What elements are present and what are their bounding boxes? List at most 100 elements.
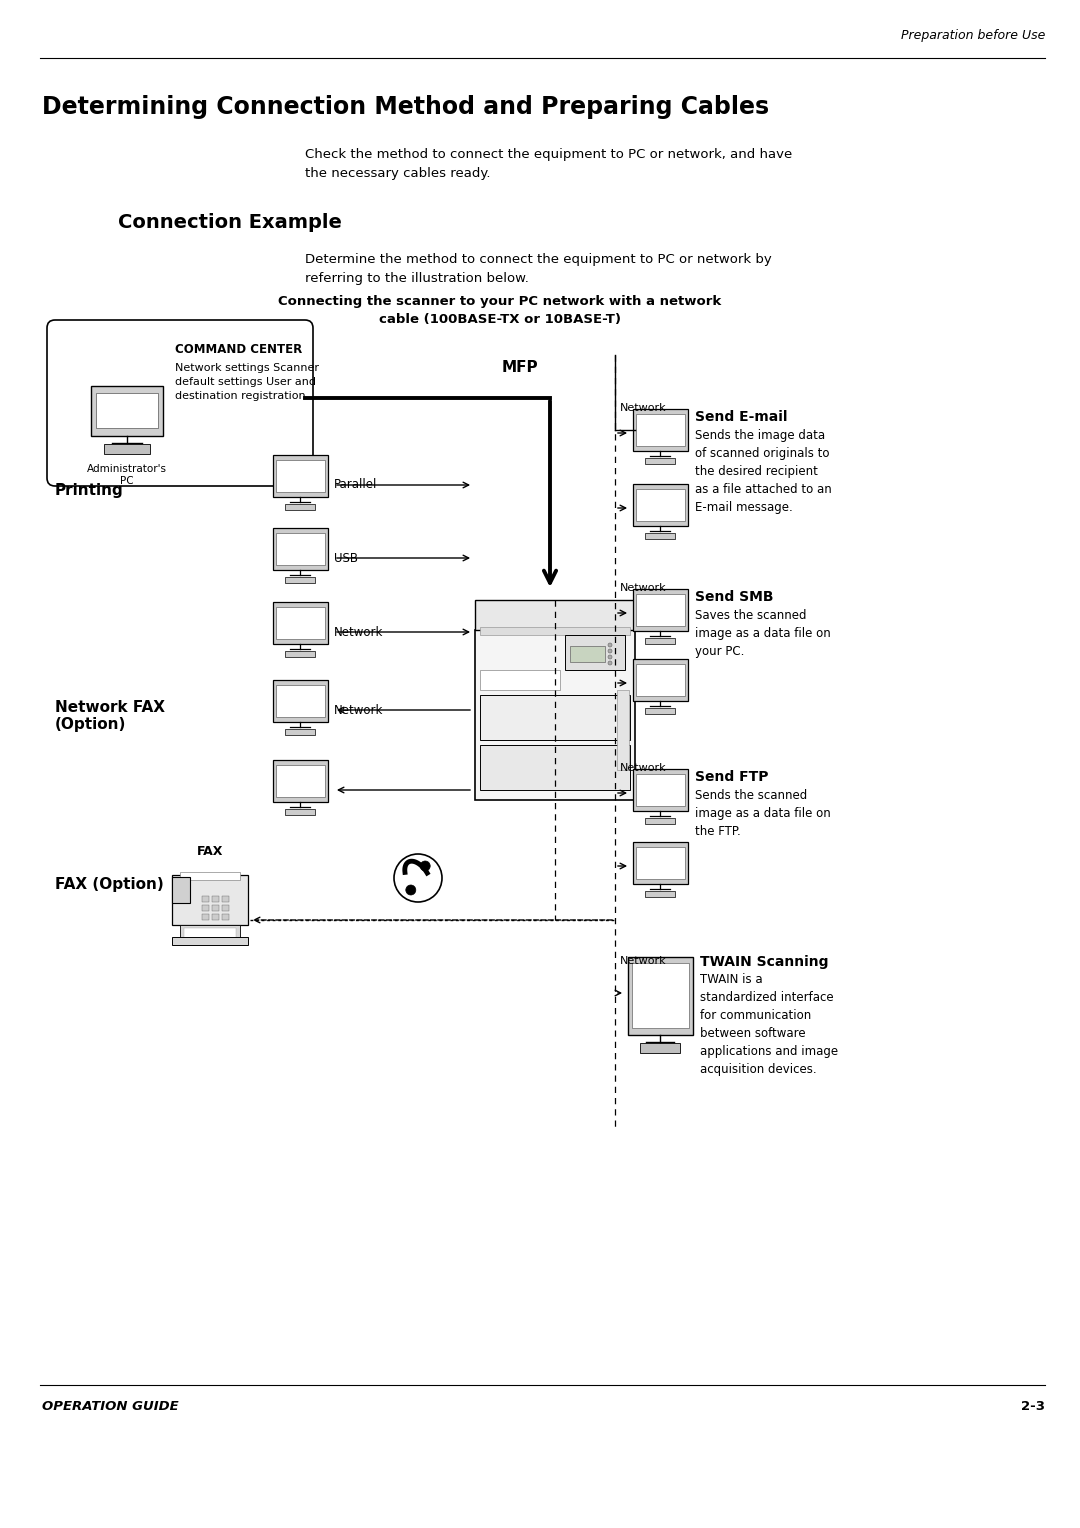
- FancyBboxPatch shape: [633, 484, 688, 526]
- FancyBboxPatch shape: [172, 877, 190, 903]
- FancyBboxPatch shape: [475, 601, 635, 630]
- FancyBboxPatch shape: [570, 646, 605, 662]
- Text: TWAIN Scanning: TWAIN Scanning: [700, 955, 828, 969]
- FancyBboxPatch shape: [202, 905, 210, 911]
- Text: Check the method to connect the equipment to PC or network, and have
the necessa: Check the method to connect the equipmen…: [305, 148, 793, 180]
- Text: Sends the scanned
image as a data file on
the FTP.: Sends the scanned image as a data file o…: [696, 788, 831, 837]
- FancyBboxPatch shape: [565, 636, 625, 669]
- FancyBboxPatch shape: [275, 766, 324, 798]
- FancyBboxPatch shape: [275, 685, 324, 717]
- FancyBboxPatch shape: [475, 630, 635, 801]
- FancyBboxPatch shape: [275, 533, 324, 565]
- FancyBboxPatch shape: [285, 729, 315, 735]
- FancyBboxPatch shape: [645, 639, 675, 643]
- Text: 2-3: 2-3: [1021, 1400, 1045, 1413]
- FancyBboxPatch shape: [285, 651, 315, 657]
- Text: USB: USB: [334, 552, 357, 564]
- Text: Network: Network: [620, 762, 666, 773]
- FancyBboxPatch shape: [272, 529, 327, 570]
- Text: TWAIN is a
standardized interface
for communication
between software
application: TWAIN is a standardized interface for co…: [700, 973, 838, 1076]
- FancyBboxPatch shape: [172, 876, 248, 924]
- FancyBboxPatch shape: [645, 891, 675, 897]
- FancyBboxPatch shape: [645, 533, 675, 539]
- Circle shape: [406, 885, 416, 895]
- FancyBboxPatch shape: [212, 905, 219, 911]
- FancyBboxPatch shape: [275, 607, 324, 639]
- FancyBboxPatch shape: [91, 387, 163, 435]
- FancyBboxPatch shape: [633, 842, 688, 885]
- FancyBboxPatch shape: [480, 626, 630, 636]
- Text: Sends the image data
of scanned originals to
the desired recipient
as a file att: Sends the image data of scanned original…: [696, 429, 832, 513]
- FancyBboxPatch shape: [272, 759, 327, 802]
- FancyBboxPatch shape: [285, 808, 315, 814]
- Text: COMMAND CENTER: COMMAND CENTER: [175, 342, 302, 356]
- FancyBboxPatch shape: [172, 937, 248, 944]
- FancyBboxPatch shape: [275, 460, 324, 492]
- FancyBboxPatch shape: [617, 691, 629, 770]
- FancyBboxPatch shape: [180, 924, 240, 940]
- FancyBboxPatch shape: [480, 746, 630, 790]
- FancyBboxPatch shape: [202, 914, 210, 920]
- FancyBboxPatch shape: [635, 594, 685, 626]
- FancyBboxPatch shape: [272, 455, 327, 497]
- FancyBboxPatch shape: [635, 414, 685, 446]
- Text: Preparation before Use: Preparation before Use: [901, 29, 1045, 41]
- FancyBboxPatch shape: [645, 817, 675, 824]
- Circle shape: [420, 860, 430, 871]
- Text: Administrator's
PC: Administrator's PC: [87, 465, 167, 486]
- FancyBboxPatch shape: [96, 393, 158, 428]
- FancyBboxPatch shape: [285, 578, 315, 584]
- Text: Network settings Scanner
default settings User and
destination registration: Network settings Scanner default setting…: [175, 364, 319, 400]
- Text: Network: Network: [620, 957, 666, 966]
- FancyBboxPatch shape: [202, 895, 210, 902]
- FancyBboxPatch shape: [104, 445, 150, 454]
- Text: Send SMB: Send SMB: [696, 590, 773, 604]
- FancyBboxPatch shape: [222, 905, 229, 911]
- Text: FAX (Option): FAX (Option): [55, 877, 164, 892]
- Circle shape: [608, 643, 612, 646]
- Circle shape: [394, 854, 442, 902]
- FancyBboxPatch shape: [222, 895, 229, 902]
- Text: Printing: Printing: [55, 483, 124, 498]
- Text: Network FAX
(Option): Network FAX (Option): [55, 700, 165, 732]
- FancyBboxPatch shape: [627, 957, 692, 1034]
- FancyBboxPatch shape: [635, 665, 685, 695]
- FancyBboxPatch shape: [633, 769, 688, 811]
- Text: Parallel: Parallel: [334, 478, 377, 492]
- Text: Network: Network: [620, 584, 666, 593]
- FancyBboxPatch shape: [480, 695, 630, 740]
- FancyBboxPatch shape: [633, 588, 688, 631]
- Text: Network: Network: [620, 403, 666, 413]
- FancyBboxPatch shape: [633, 659, 688, 701]
- FancyBboxPatch shape: [222, 914, 229, 920]
- Text: Send FTP: Send FTP: [696, 770, 769, 784]
- FancyBboxPatch shape: [635, 489, 685, 521]
- FancyBboxPatch shape: [272, 680, 327, 723]
- Circle shape: [608, 649, 612, 652]
- FancyBboxPatch shape: [285, 504, 315, 510]
- FancyBboxPatch shape: [633, 410, 688, 451]
- Text: Connecting the scanner to your PC network with a network
cable (100BASE-TX or 10: Connecting the scanner to your PC networ…: [279, 295, 721, 325]
- Text: OPERATION GUIDE: OPERATION GUIDE: [42, 1400, 178, 1413]
- FancyBboxPatch shape: [184, 927, 237, 938]
- FancyBboxPatch shape: [180, 872, 240, 880]
- Text: FAX: FAX: [197, 845, 224, 859]
- FancyBboxPatch shape: [640, 1044, 680, 1053]
- Text: Network: Network: [334, 703, 383, 717]
- FancyBboxPatch shape: [48, 319, 313, 486]
- FancyBboxPatch shape: [212, 895, 219, 902]
- Circle shape: [608, 656, 612, 659]
- FancyBboxPatch shape: [212, 914, 219, 920]
- FancyBboxPatch shape: [480, 669, 561, 691]
- Text: Network: Network: [334, 625, 383, 639]
- Text: Determining Connection Method and Preparing Cables: Determining Connection Method and Prepar…: [42, 95, 769, 119]
- Text: Send E-mail: Send E-mail: [696, 410, 787, 423]
- FancyBboxPatch shape: [635, 775, 685, 805]
- Circle shape: [608, 662, 612, 665]
- FancyBboxPatch shape: [632, 963, 689, 1028]
- Text: Saves the scanned
image as a data file on
your PC.: Saves the scanned image as a data file o…: [696, 610, 831, 659]
- Text: Determine the method to connect the equipment to PC or network by
referring to t: Determine the method to connect the equi…: [305, 254, 772, 286]
- FancyBboxPatch shape: [645, 707, 675, 714]
- FancyBboxPatch shape: [635, 847, 685, 879]
- Text: MFP: MFP: [502, 361, 538, 374]
